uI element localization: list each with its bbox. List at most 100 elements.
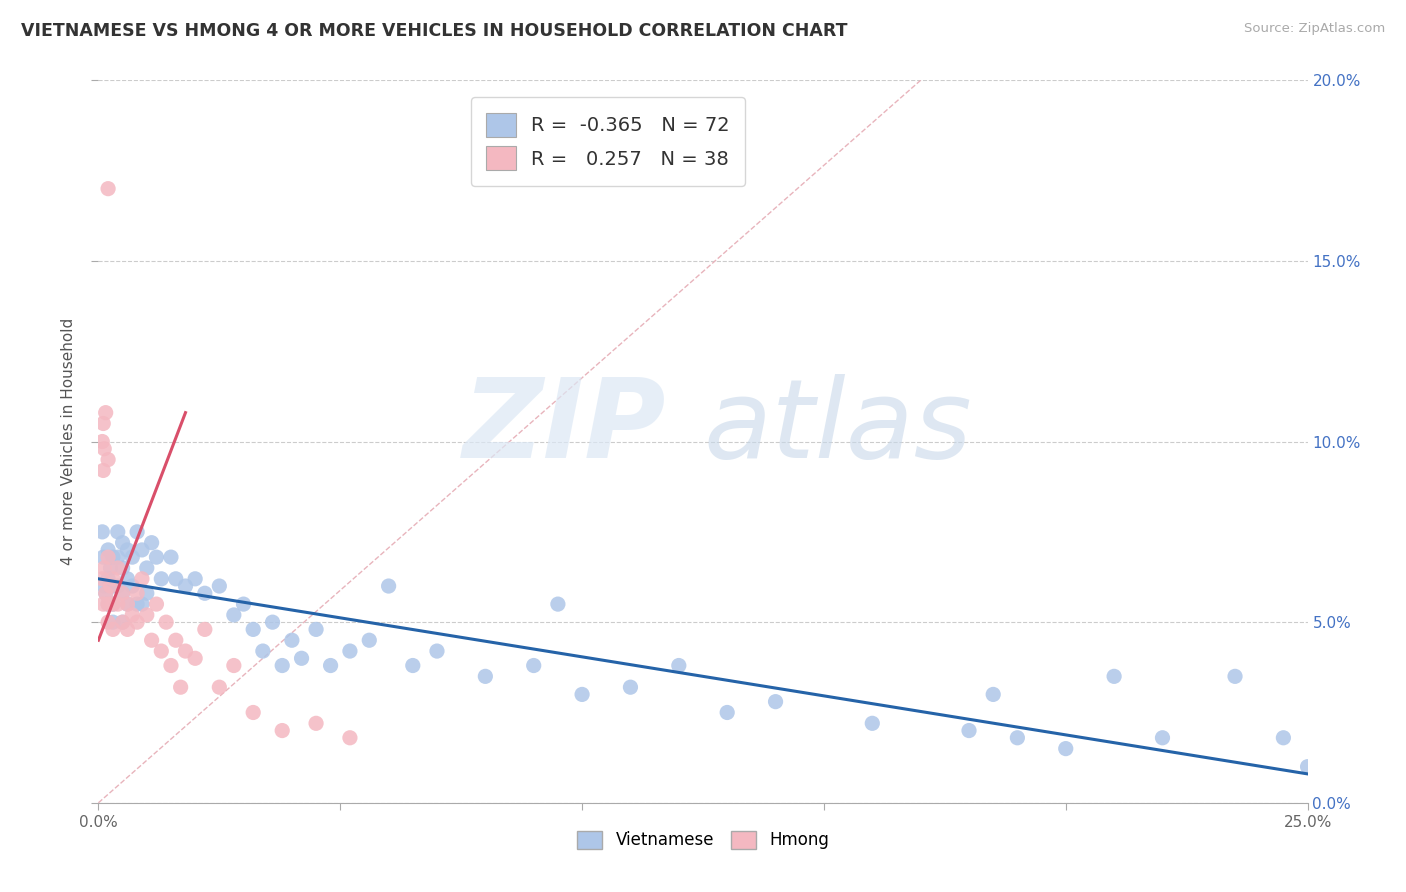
Point bbox=[131, 572, 153, 586]
Point bbox=[94, 406, 117, 420]
Point bbox=[97, 615, 120, 630]
Point bbox=[150, 644, 173, 658]
Point bbox=[860, 716, 883, 731]
Point bbox=[127, 586, 149, 600]
Point bbox=[155, 615, 177, 630]
Point bbox=[101, 623, 124, 637]
Point bbox=[127, 597, 149, 611]
Point bbox=[127, 524, 149, 539]
Point bbox=[93, 561, 115, 575]
Point bbox=[174, 579, 197, 593]
Point bbox=[94, 586, 117, 600]
Point bbox=[100, 579, 122, 593]
Point bbox=[194, 623, 217, 637]
Point bbox=[150, 572, 173, 586]
Point bbox=[121, 579, 143, 593]
Point bbox=[271, 658, 294, 673]
Point bbox=[93, 579, 115, 593]
Point bbox=[121, 607, 143, 622]
Point bbox=[339, 644, 361, 658]
Point bbox=[222, 658, 245, 673]
Point bbox=[359, 633, 381, 648]
Point bbox=[184, 651, 207, 665]
Point bbox=[135, 586, 157, 600]
Point bbox=[145, 550, 167, 565]
Point bbox=[91, 434, 114, 449]
Point bbox=[271, 723, 294, 738]
Point bbox=[91, 463, 114, 477]
Point bbox=[571, 687, 593, 701]
Point bbox=[91, 550, 114, 565]
Point bbox=[127, 615, 149, 630]
Point bbox=[402, 658, 425, 673]
Point bbox=[91, 572, 114, 586]
Point bbox=[319, 658, 342, 673]
Point bbox=[145, 597, 167, 611]
Point bbox=[101, 579, 124, 593]
Point bbox=[100, 561, 122, 575]
Point bbox=[111, 615, 134, 630]
Point bbox=[117, 542, 139, 557]
Point bbox=[165, 572, 187, 586]
Point bbox=[91, 524, 114, 539]
Point bbox=[1102, 669, 1125, 683]
Point bbox=[765, 695, 787, 709]
Point bbox=[339, 731, 361, 745]
Point bbox=[111, 535, 134, 549]
Point bbox=[290, 651, 312, 665]
Point bbox=[184, 572, 207, 586]
Point bbox=[523, 658, 546, 673]
Point bbox=[716, 706, 738, 720]
Point bbox=[101, 615, 124, 630]
Point bbox=[97, 597, 120, 611]
Point bbox=[101, 597, 124, 611]
Point bbox=[474, 669, 496, 683]
Point bbox=[91, 417, 114, 431]
Point bbox=[232, 597, 254, 611]
Point bbox=[222, 607, 245, 622]
Point bbox=[107, 561, 129, 575]
Point bbox=[91, 597, 114, 611]
Point bbox=[305, 716, 328, 731]
Point bbox=[117, 597, 139, 611]
Point bbox=[107, 597, 129, 611]
Point bbox=[97, 550, 120, 565]
Point bbox=[619, 680, 641, 694]
Point bbox=[668, 658, 690, 673]
Point bbox=[117, 623, 139, 637]
Point bbox=[93, 442, 115, 456]
Point bbox=[305, 623, 328, 637]
Point bbox=[135, 561, 157, 575]
Point bbox=[97, 182, 120, 196]
Text: Source: ZipAtlas.com: Source: ZipAtlas.com bbox=[1244, 22, 1385, 36]
Point bbox=[377, 579, 399, 593]
Point bbox=[194, 586, 217, 600]
Point bbox=[141, 633, 163, 648]
Point bbox=[107, 579, 129, 593]
Text: atlas: atlas bbox=[703, 374, 972, 481]
Point bbox=[981, 687, 1004, 701]
Point bbox=[426, 644, 449, 658]
Point bbox=[281, 633, 304, 648]
Point bbox=[135, 607, 157, 622]
Point bbox=[131, 597, 153, 611]
Point bbox=[1223, 669, 1246, 683]
Point bbox=[1272, 731, 1295, 745]
Point bbox=[1007, 731, 1029, 745]
Point bbox=[101, 550, 124, 565]
Point bbox=[174, 644, 197, 658]
Point bbox=[111, 586, 134, 600]
Point bbox=[242, 623, 264, 637]
Point bbox=[111, 561, 134, 575]
Point bbox=[101, 572, 124, 586]
Point bbox=[1296, 760, 1319, 774]
Point bbox=[165, 633, 187, 648]
Point bbox=[262, 615, 284, 630]
Point bbox=[117, 597, 139, 611]
Point bbox=[1152, 731, 1174, 745]
Point bbox=[107, 550, 129, 565]
Point bbox=[131, 542, 153, 557]
Point bbox=[208, 680, 231, 694]
Point bbox=[160, 658, 183, 673]
Text: ZIP: ZIP bbox=[463, 374, 666, 481]
